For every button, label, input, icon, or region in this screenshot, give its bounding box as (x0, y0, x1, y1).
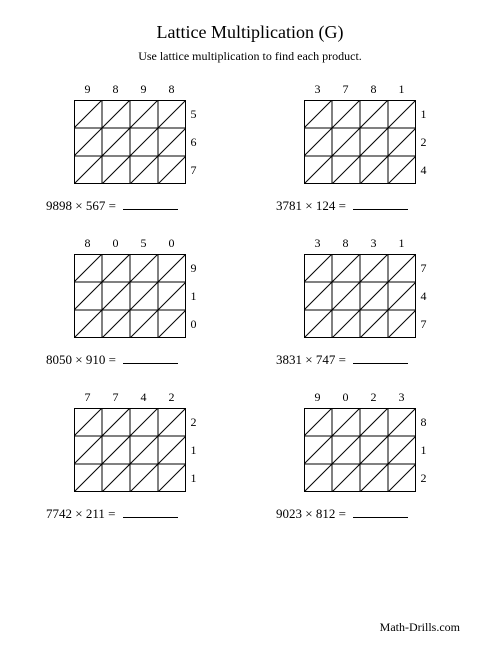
lattice-grid (74, 100, 186, 184)
answer-blank[interactable] (123, 517, 178, 518)
side-digit: 4 (421, 284, 427, 308)
equation: 8050 × 910 = (40, 352, 178, 368)
problem: 9898 567 9898 × 567 = (40, 82, 230, 214)
answer-blank[interactable] (123, 209, 178, 210)
equation: 3831 × 747 = (270, 352, 408, 368)
top-digit: 0 (332, 390, 360, 405)
top-digits: 9023 (304, 390, 416, 408)
answer-blank[interactable] (123, 363, 178, 364)
problem: 8050 910 8050 × 910 = (40, 236, 230, 368)
top-digit: 8 (332, 236, 360, 251)
top-digit: 9 (304, 390, 332, 405)
problem: 9023 812 9023 × 812 = (270, 390, 460, 522)
side-digit: 9 (191, 256, 197, 280)
side-digit: 1 (421, 438, 427, 462)
top-digit: 5 (130, 236, 158, 251)
top-digit: 3 (360, 236, 388, 251)
footer-text: Math-Drills.com (380, 620, 460, 635)
side-digits: 2 1 1 (186, 408, 197, 492)
top-digit: 9 (130, 82, 158, 97)
page-subtitle: Use lattice multiplication to find each … (40, 49, 460, 64)
top-digit: 8 (102, 82, 130, 97)
side-digits: 7 4 7 (416, 254, 427, 338)
side-digits: 9 1 0 (186, 254, 197, 338)
side-digit: 4 (421, 158, 427, 182)
side-digit: 1 (421, 102, 427, 126)
top-digit: 7 (332, 82, 360, 97)
lattice-grid (304, 408, 416, 492)
side-digit: 5 (191, 102, 197, 126)
answer-blank[interactable] (353, 517, 408, 518)
top-digit: 3 (304, 82, 332, 97)
page-title: Lattice Multiplication (G) (40, 22, 460, 43)
side-digits: 1 2 4 (416, 100, 427, 184)
side-digit: 1 (191, 438, 197, 462)
top-digit: 1 (388, 236, 416, 251)
top-digit: 7 (102, 390, 130, 405)
equation: 9898 × 567 = (40, 198, 178, 214)
top-digit: 1 (388, 82, 416, 97)
side-digit: 0 (191, 312, 197, 336)
top-digit: 4 (130, 390, 158, 405)
side-digit: 6 (191, 130, 197, 154)
top-digit: 3 (304, 236, 332, 251)
lattice-grid (74, 408, 186, 492)
top-digit: 8 (360, 82, 388, 97)
side-digit: 1 (191, 466, 197, 490)
answer-blank[interactable] (353, 209, 408, 210)
top-digit: 0 (102, 236, 130, 251)
top-digits: 9898 (74, 82, 186, 100)
top-digit: 9 (74, 82, 102, 97)
top-digit: 2 (360, 390, 388, 405)
problem: 7742 211 7742 × 211 = (40, 390, 230, 522)
lattice-grid (304, 100, 416, 184)
side-digit: 1 (191, 284, 197, 308)
equation: 3781 × 124 = (270, 198, 408, 214)
side-digit: 8 (421, 410, 427, 434)
problem: 3781 124 3781 × 124 = (270, 82, 460, 214)
lattice-grid (74, 254, 186, 338)
equation: 9023 × 812 = (270, 506, 408, 522)
top-digit: 2 (158, 390, 186, 405)
side-digit: 7 (421, 312, 427, 336)
answer-blank[interactable] (353, 363, 408, 364)
problem: 3831 747 3831 × 747 = (270, 236, 460, 368)
side-digits: 5 6 7 (186, 100, 197, 184)
lattice-grid (304, 254, 416, 338)
top-digits: 7742 (74, 390, 186, 408)
top-digit: 3 (388, 390, 416, 405)
top-digits: 3831 (304, 236, 416, 254)
side-digit: 2 (421, 130, 427, 154)
top-digit: 8 (74, 236, 102, 251)
side-digit: 7 (191, 158, 197, 182)
problems-grid: 9898 567 9898 × 567 = 3781 124 3781 × 12… (40, 82, 460, 522)
top-digit: 8 (158, 82, 186, 97)
side-digits: 8 1 2 (416, 408, 427, 492)
top-digit: 0 (158, 236, 186, 251)
side-digit: 2 (191, 410, 197, 434)
equation: 7742 × 211 = (40, 506, 178, 522)
side-digit: 7 (421, 256, 427, 280)
side-digit: 2 (421, 466, 427, 490)
top-digits: 3781 (304, 82, 416, 100)
top-digits: 8050 (74, 236, 186, 254)
top-digit: 7 (74, 390, 102, 405)
